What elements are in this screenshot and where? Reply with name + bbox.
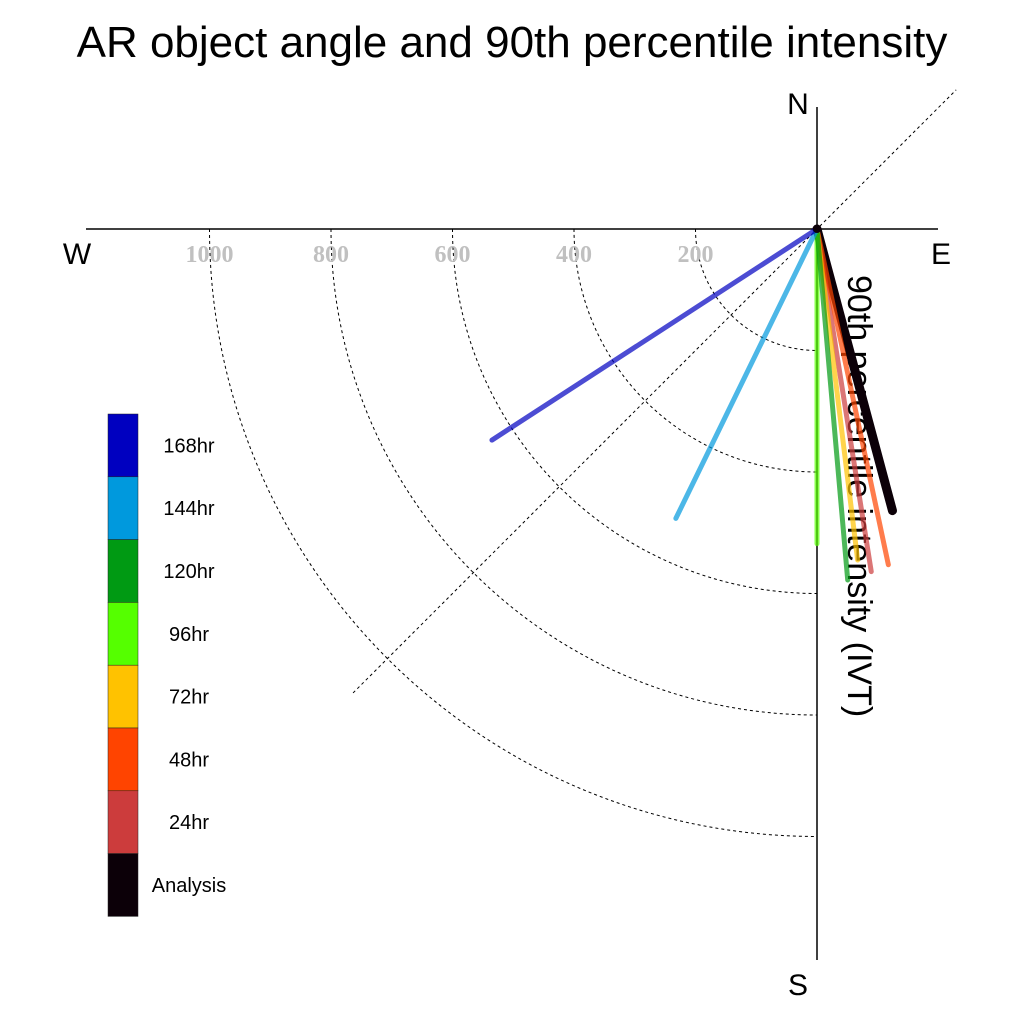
- vector-120hr: [814, 226, 851, 583]
- polar-grid: [209, 89, 957, 837]
- legend-swatch-72hr: [107, 664, 139, 729]
- vector-144hr: [673, 226, 820, 521]
- legend-swatch-48hr: [107, 727, 139, 792]
- grid-arc-800: [330, 228, 818, 716]
- chart-title: AR object angle and 90th percentile inte…: [77, 18, 948, 67]
- legend-swatch-24hr: [107, 790, 139, 854]
- vector-48hr: [814, 226, 891, 568]
- tick-label-1000: 1000: [186, 242, 234, 268]
- compass-south-label: S: [788, 969, 808, 1002]
- legend-swatch-120hr: [107, 539, 139, 603]
- grid-arc-400: [573, 228, 818, 473]
- grid-arc-600: [452, 228, 818, 594]
- legend-label-96hr: 96hr: [169, 624, 209, 646]
- tick-label-200: 200: [678, 242, 714, 268]
- vector-analysis: [812, 224, 897, 516]
- legend-swatch-analysis: [107, 853, 139, 917]
- radial-tick-labels: 200 400 600 800 1000: [186, 242, 714, 268]
- tick-label-400: 400: [556, 242, 592, 268]
- origin-point: [813, 225, 821, 233]
- legend: 168hr 144hr 120hr 96hr 72hr 48hr 24hr Analysis: [107, 413, 226, 917]
- legend-label-72hr: 72hr: [169, 687, 209, 709]
- compass-east-label: E: [931, 238, 951, 271]
- legend-swatch-96hr: [107, 602, 139, 666]
- legend-label-168hr: 168hr: [163, 435, 214, 457]
- grid-arc-200: [695, 228, 818, 351]
- grid-diagonal: [352, 89, 957, 694]
- legend-label-144hr: 144hr: [163, 498, 214, 520]
- vector-168hr: [489, 226, 820, 443]
- grid-arc-1000: [209, 228, 818, 837]
- compass-north-label: N: [787, 88, 809, 121]
- legend-label-24hr: 24hr: [169, 812, 209, 834]
- tick-label-600: 600: [435, 242, 471, 268]
- legend-label-48hr: 48hr: [169, 749, 209, 771]
- series-vectors: [489, 224, 897, 583]
- legend-swatch-144hr: [107, 476, 139, 540]
- legend-swatch-168hr: [107, 413, 139, 478]
- tick-label-800: 800: [313, 242, 349, 268]
- legend-label-analysis: Analysis: [152, 875, 226, 897]
- legend-label-120hr: 120hr: [163, 561, 214, 583]
- compass-west-label: W: [63, 238, 92, 271]
